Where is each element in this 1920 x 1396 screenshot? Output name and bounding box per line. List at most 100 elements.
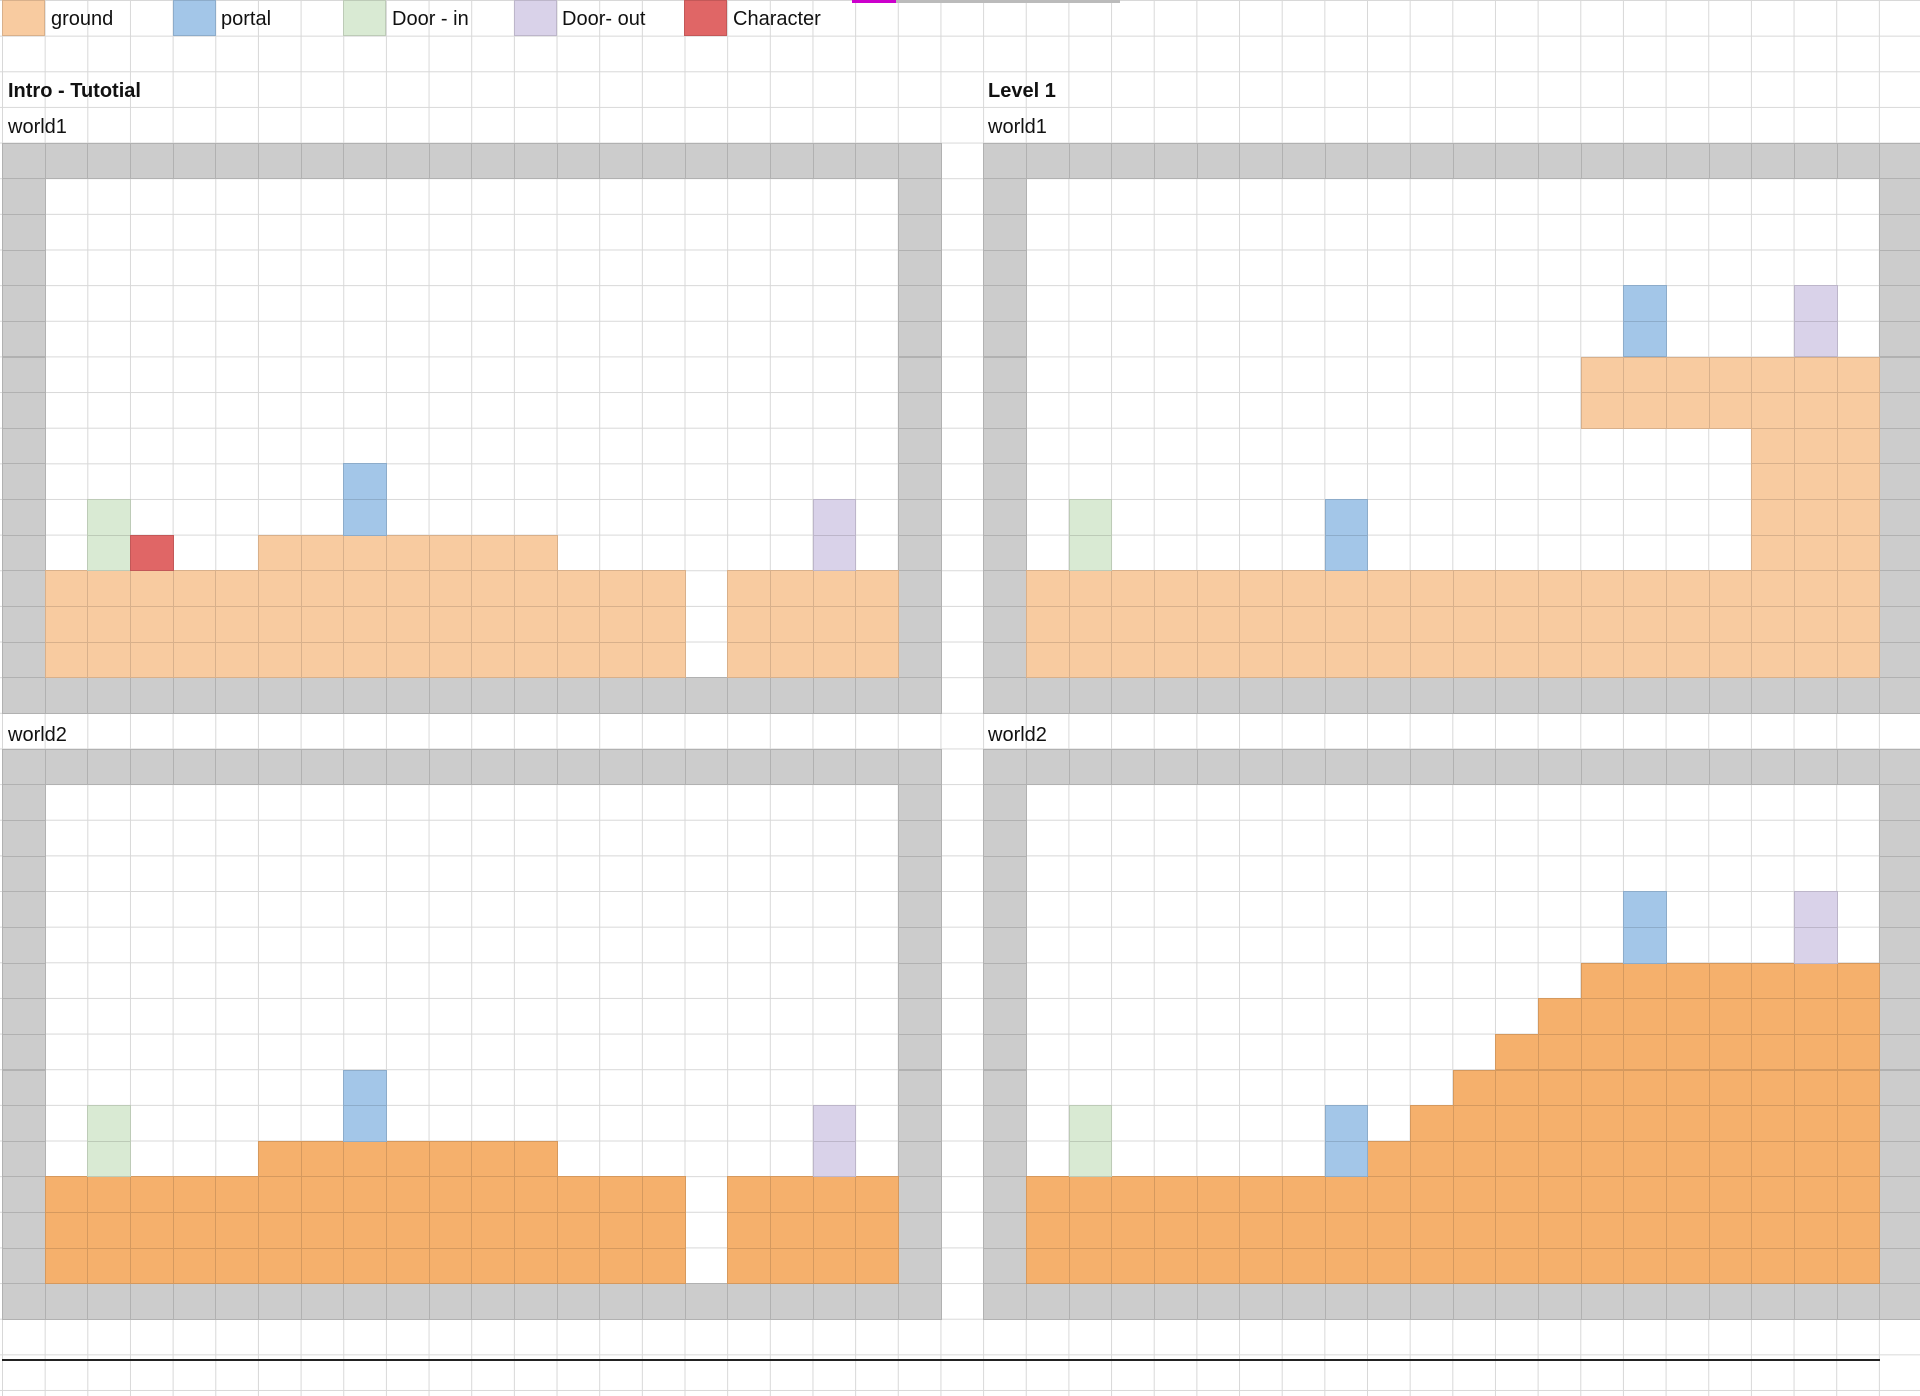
- level1-w1-ground: [1026, 570, 1070, 608]
- intro-w1-ground: [812, 641, 857, 679]
- level1-w2-wall-bottom: [1495, 1283, 1539, 1321]
- level1-w2-wall-top: [1538, 748, 1582, 786]
- level1-w1-ground: [1836, 570, 1881, 608]
- legend-swatch-door-out: [514, 0, 557, 36]
- intro-w1-wall-top: [258, 142, 302, 180]
- level1-w2-ground: [1324, 1247, 1369, 1285]
- level1-w1-wall-top: [1538, 142, 1582, 180]
- level1-w1-ground: [1580, 641, 1625, 679]
- level1-w1-ground: [1410, 570, 1454, 608]
- intro-w2-wall-top: [812, 748, 857, 786]
- intro-w2-ground: [130, 1247, 174, 1285]
- level1-w1-ground: [1836, 641, 1881, 679]
- level1-w1-door-out: [1794, 320, 1838, 358]
- level1-w1-ground: [1239, 570, 1283, 608]
- level1-w2-ground: [1538, 1140, 1582, 1178]
- intro-w1-wall-right: [898, 606, 942, 643]
- level1-w1-wall-left: [983, 178, 1027, 215]
- level1-w2-wall-left: [983, 819, 1027, 857]
- intro-w2-ground: [770, 1247, 814, 1285]
- level1-w1-wall-top: [1623, 142, 1667, 180]
- level1-w2-ground: [1580, 1033, 1625, 1071]
- level1-w1-portal: [1623, 320, 1667, 358]
- level1-w2-ground: [1708, 1069, 1753, 1107]
- level1-w1-ground: [1324, 641, 1369, 679]
- level1-w1-wall-right: [1879, 320, 1920, 358]
- level1-w2-ground: [1836, 1069, 1881, 1107]
- level1-w1-wall-left: [983, 641, 1027, 679]
- intro-w2-wall-left: [2, 1176, 46, 1214]
- level1-w2-ground: [1623, 1247, 1667, 1285]
- intro-w2-ground: [471, 1176, 515, 1214]
- intro-w1-wall-bottom: [87, 677, 131, 714]
- level1-w2-ground: [1410, 1176, 1454, 1214]
- level1-w2-wall-top: [1708, 748, 1753, 786]
- level1-w2-wall-top: [1836, 748, 1881, 786]
- intro-w1-wall-left: [2, 356, 46, 394]
- level1-w1-wall-top: [1452, 142, 1497, 180]
- level1-w2-ground: [1452, 1212, 1497, 1249]
- intro-w2-wall-bottom: [684, 1283, 729, 1321]
- level1-w1-portal: [1623, 285, 1667, 322]
- level1-w2-ground: [1239, 1247, 1283, 1285]
- intro-w2-wall-right: [898, 1247, 942, 1285]
- intro-w2-wall-bottom: [642, 1283, 686, 1321]
- level1-w1-ground: [1367, 606, 1411, 643]
- level1-w2-ground: [1324, 1176, 1369, 1214]
- level1-w2-ground: [1196, 1247, 1241, 1285]
- intro-w1-wall-right: [898, 570, 942, 608]
- level1-w1-portal: [1324, 534, 1369, 572]
- intro-w1-wall-top: [428, 142, 473, 180]
- level1-w2-ground: [1239, 1176, 1283, 1214]
- intro-w1-wall-bottom: [2, 677, 46, 714]
- intro-w1-wall-right: [898, 320, 942, 358]
- level1-w2-door-out: [1794, 926, 1838, 964]
- level1-w2-portal: [1623, 891, 1667, 928]
- level1-w2-ground: [1623, 1069, 1667, 1107]
- level1-w2-wall-bottom: [1708, 1283, 1753, 1321]
- level1-w2-ground: [1495, 1140, 1539, 1178]
- intro-w1-ground: [343, 534, 387, 572]
- intro-w1-ground: [258, 641, 302, 679]
- intro-w1-wall-top: [386, 142, 430, 180]
- level1-w2-wall-right: [1879, 855, 1920, 893]
- intro-w2-ground: [300, 1247, 345, 1285]
- level1-w2-wall-top: [1751, 748, 1795, 786]
- intro-w1-character: [130, 534, 174, 572]
- intro-w1-ground: [87, 641, 131, 679]
- intro-w2-ground: [386, 1176, 430, 1214]
- level1-w2-ground: [1751, 1212, 1795, 1249]
- intro-w1-ground: [343, 606, 387, 643]
- intro-w1-ground: [812, 570, 857, 608]
- level1-w1-ground: [1794, 641, 1838, 679]
- level1-w1-wall-bottom: [1239, 677, 1283, 714]
- intro-w2-wall-top: [471, 748, 515, 786]
- level1-w2-ground: [1708, 998, 1753, 1035]
- intro-w2-wall-bottom: [343, 1283, 387, 1321]
- intro-w2-ground: [386, 1212, 430, 1249]
- level1-w2-ground: [1452, 1176, 1497, 1214]
- level1-w2-ground: [1751, 1247, 1795, 1285]
- level1-w2-ground: [1751, 1069, 1795, 1107]
- intro-w1-ground: [300, 534, 345, 572]
- level1-w2-ground: [1623, 962, 1667, 1000]
- level1-w1-ground: [1666, 606, 1710, 643]
- level1-w2-ground: [1452, 1105, 1497, 1142]
- level1-w2-ground: [1794, 1140, 1838, 1178]
- level1-w2-ground: [1794, 1247, 1838, 1285]
- level1-w2-ground: [1111, 1212, 1155, 1249]
- level1-w1-wall-top: [1751, 142, 1795, 180]
- level1-w2-ground: [1026, 1212, 1070, 1249]
- level1-w1-ground: [1794, 463, 1838, 501]
- level1-w1-ground: [1666, 570, 1710, 608]
- intro-w1-door-in: [87, 499, 131, 536]
- intro-w2-wall-bottom: [172, 1283, 217, 1321]
- level1-w2-ground: [1623, 1033, 1667, 1071]
- level1-w1-wall-right: [1879, 427, 1920, 465]
- intro-w2-wall-left: [2, 784, 46, 821]
- level1-w1-ground: [1580, 570, 1625, 608]
- intro-w1-wall-bottom: [300, 677, 345, 714]
- level1-w2-ground: [1666, 962, 1710, 1000]
- intro-w1-wall-top: [812, 142, 857, 180]
- level1-w2-wall-top: [1026, 748, 1070, 786]
